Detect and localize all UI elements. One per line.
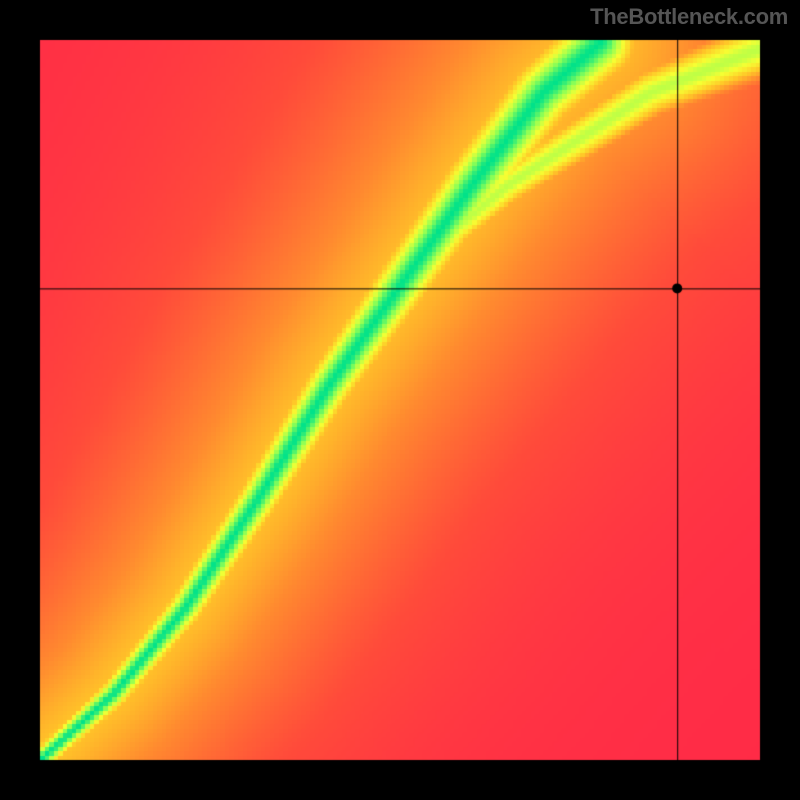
heatmap-canvas — [0, 0, 800, 800]
watermark-text: TheBottleneck.com — [590, 4, 788, 30]
